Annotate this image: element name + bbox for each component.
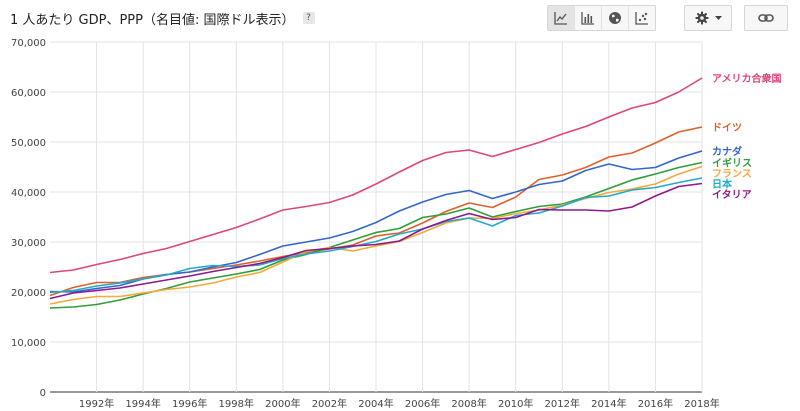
settings-button[interactable] <box>684 5 732 31</box>
x-tick-label: 2010年 <box>498 397 533 410</box>
x-tick-label: 2004年 <box>358 397 393 410</box>
x-tick-label: 2006年 <box>405 397 440 410</box>
scatter-chart-button[interactable] <box>629 6 655 30</box>
chart-title: 1 人あたり GDP、PPP（名目値: 国際ドル表示） <box>10 12 295 28</box>
x-tick-label: 1992年 <box>79 397 114 410</box>
x-tick-label: 2014年 <box>591 397 626 410</box>
y-tick-label: 70,000 <box>11 38 46 49</box>
caret-down-icon <box>714 16 722 20</box>
series-lines <box>49 77 703 309</box>
y-tick-label: 20,000 <box>11 288 46 299</box>
x-tick-label: 1998年 <box>219 397 254 410</box>
y-tick-label: 0 <box>40 388 46 399</box>
x-tick-label: 1996年 <box>172 397 207 410</box>
series-line-0[interactable] <box>49 77 703 274</box>
y-tick-label: 10,000 <box>11 338 46 349</box>
series-line-6[interactable] <box>49 182 703 300</box>
bar-chart-icon <box>581 12 594 25</box>
x-tick-label: 2016年 <box>638 397 673 410</box>
y-tick-label: 50,000 <box>11 138 46 149</box>
x-tick-label: 1994年 <box>125 397 160 410</box>
map-view-button[interactable] <box>602 6 629 30</box>
gear-icon <box>695 11 708 25</box>
series-label: 日本 <box>712 178 733 191</box>
x-tick-label: 2000年 <box>265 397 300 410</box>
link-icon <box>758 14 774 22</box>
line-chart-button[interactable] <box>548 6 575 30</box>
scatter-chart-icon <box>635 12 648 25</box>
series-label: アメリカ合衆国 <box>712 72 782 85</box>
series-label: カナダ <box>712 145 742 158</box>
y-tick-label: 30,000 <box>11 238 46 249</box>
share-link-button[interactable] <box>744 5 788 31</box>
globe-icon <box>609 12 621 24</box>
bar-chart-button[interactable] <box>575 6 602 30</box>
y-tick-label: 40,000 <box>11 188 46 199</box>
y-tick-label: 60,000 <box>11 88 46 99</box>
series-label: イタリア <box>712 189 752 201</box>
line-chart-icon <box>554 12 567 25</box>
chart-type-switcher <box>547 5 656 31</box>
help-button[interactable]: ? <box>302 12 315 24</box>
x-tick-label: 2008年 <box>451 397 486 410</box>
axes: 0 10,000 20,000 30,000 40,000 50,000 60,000 70,… <box>11 38 720 410</box>
x-tick-label: 2018年 <box>684 397 719 410</box>
x-tick-label: 2002年 <box>312 397 347 410</box>
x-tick-label: 2012年 <box>545 397 580 410</box>
series-label: ドイツ <box>712 122 742 134</box>
gridlines <box>50 41 703 393</box>
series-label: フランス <box>712 168 752 180</box>
chart-toolbar <box>547 5 788 31</box>
series-line-5[interactable] <box>49 177 703 294</box>
series-label: イギリス <box>712 157 752 170</box>
title-row: 1 人あたり GDP、PPP（名目値: 国際ドル表示） ? <box>10 8 315 28</box>
